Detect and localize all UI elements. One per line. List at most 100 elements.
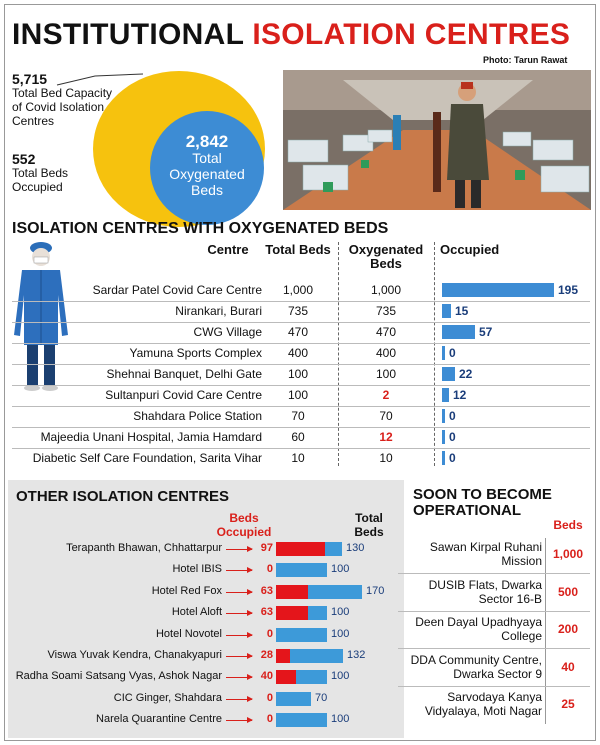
oxygen-value: 2,842	[185, 132, 229, 151]
beds-occupied-bar	[276, 649, 290, 663]
oxygen-label-1: Total	[192, 150, 222, 166]
page-title: INSTITUTIONAL ISOLATION CENTRES	[12, 18, 571, 51]
table-row-oxygenated: 1,000	[370, 283, 402, 297]
beds-occupied-label: 0	[266, 692, 273, 704]
total-beds-label: 132	[347, 649, 366, 661]
table-row-total: 100	[287, 388, 309, 402]
table-row-oxygenated: 470	[375, 325, 397, 339]
soon-item-line-2: Sector 16-B	[478, 592, 542, 606]
beds-occupied-bar	[276, 670, 296, 684]
total-beds-label: 100	[331, 713, 350, 725]
table-row-centre: CWG Village	[193, 325, 262, 339]
soon-item-line-1: DDA Community Centre,	[410, 653, 542, 667]
table-row-total: 470	[287, 325, 309, 339]
capacity-stat: 5,715 Total Bed Capacity of Covid Isolat…	[12, 72, 112, 128]
capacity-value: 5,715	[12, 71, 48, 87]
isolation-ward-photo	[283, 70, 591, 210]
table-row-total: 70	[291, 409, 305, 423]
table-row-oxygenated: 70	[379, 409, 393, 423]
other-row-name: CIC Ginger, Shahdara	[113, 692, 222, 704]
soon-item-name: DDA Community Centre, Dwarka Sector 9	[400, 653, 542, 681]
occupied-label: 195	[558, 283, 579, 297]
soon-item-name: DUSIB Flats, Dwarka Sector 16-B	[400, 578, 542, 606]
soon-divider	[398, 573, 590, 574]
other-row-name: Terapanth Bhawan, Chhattarpur	[66, 542, 222, 554]
capacity-pointer-line	[56, 73, 144, 86]
soon-item-line-1: Sawan Kirpal Ruhani	[429, 540, 542, 554]
capacity-label-1: Total Bed Capacity	[12, 86, 113, 100]
other-centres-panel	[8, 480, 404, 738]
table-row-total: 735	[287, 304, 309, 318]
oxy-section-title: ISOLATION CENTRES WITH OXYGENATED BEDS	[12, 220, 389, 237]
table-row-centre: Majeedia Unani Hospital, Jamia Hamdard	[40, 430, 262, 444]
occupied-label: 15	[455, 304, 469, 318]
health-worker-illustration	[14, 242, 68, 391]
row-divider	[12, 427, 590, 428]
arrow-pointer	[226, 674, 253, 680]
soon-divider	[398, 686, 590, 687]
soon-item-beds: 1,000	[552, 547, 584, 561]
arrow-pointer	[226, 696, 253, 702]
beds-occupied-label: 97	[260, 542, 273, 554]
arrow-pointer	[226, 653, 253, 659]
table-row-oxygenated: 400	[375, 346, 397, 360]
occupied-label: 12	[453, 388, 467, 402]
soon-item-line-2: Vidyalaya, Moti Nagar	[424, 704, 542, 718]
occupied-label: 0	[449, 409, 456, 423]
total-beds-label: 100	[331, 670, 350, 682]
total-beds-label: 170	[366, 585, 385, 597]
col-total-beds: Total Beds	[265, 242, 331, 257]
total-beds-bar	[276, 713, 327, 727]
beds-occupied-label: 63	[260, 606, 273, 618]
occupied-label-1: Total Beds	[12, 166, 69, 180]
soon-item-beds: 500	[557, 585, 579, 599]
table-row-total: 60	[291, 430, 305, 444]
column-separator	[434, 242, 435, 466]
soon-item-line-1: DUSIB Flats, Dwarka	[428, 578, 542, 592]
beds-occupied-bar	[276, 606, 308, 620]
occupied-bar	[442, 325, 475, 339]
photo-credit: Photo: Tarun Rawat	[483, 55, 568, 65]
occupied-label: 0	[449, 430, 456, 444]
oxygen-label-3: Beds	[191, 182, 223, 198]
occupied-label: 57	[479, 325, 493, 339]
soon-item-line-1: Sarvodaya Kanya	[447, 690, 542, 704]
soon-item-line-1: Deen Dayal Upadhyaya	[415, 615, 542, 629]
occupied-value: 552	[12, 151, 36, 167]
other-section-title: OTHER ISOLATION CENTRES	[16, 488, 230, 505]
table-row-centre: Sultanpuri Covid Care Centre	[105, 388, 262, 402]
soon-item-beds: 40	[561, 660, 575, 674]
occupied-stat: 552 Total Beds Occupied	[12, 152, 68, 194]
table-row-total: 10	[291, 451, 305, 465]
arrow-pointer	[226, 717, 253, 723]
soon-item-beds: 25	[561, 697, 575, 711]
occupied-bar	[442, 283, 554, 297]
row-divider	[12, 322, 590, 323]
table-row-oxygenated: 2	[382, 388, 390, 402]
occupied-bar	[442, 388, 449, 402]
table-row-oxygenated: 100	[375, 367, 397, 381]
table-row-centre: Yamuna Sports Complex	[129, 346, 262, 360]
table-row-total: 1,000	[282, 283, 314, 297]
total-beds-bar	[276, 692, 311, 706]
occupied-bar	[442, 409, 445, 423]
soon-item-line-2: Mission	[501, 554, 542, 568]
total-beds-label: 70	[315, 692, 328, 704]
row-divider	[12, 301, 590, 302]
soon-item-line-2: College	[501, 629, 542, 643]
total-beds-bar	[276, 563, 327, 577]
soon-item-line-2: Dwarka Sector 9	[453, 667, 542, 681]
table-row-centre: Diabetic Self Care Foundation, Sarita Vi…	[32, 451, 262, 465]
col-soon-beds: Beds	[553, 518, 583, 532]
row-divider	[12, 448, 590, 449]
col-total-beds-other: Total Beds	[354, 511, 384, 539]
row-divider	[12, 343, 590, 344]
row-divider	[12, 406, 590, 407]
arrow-pointer	[226, 632, 253, 638]
occupied-label: 22	[459, 367, 473, 381]
table-row-total: 100	[287, 367, 309, 381]
total-beds-label: 100	[331, 628, 350, 640]
oxygen-label-2: Oxygenated	[169, 166, 245, 182]
beds-occupied-bar	[276, 585, 308, 599]
other-row-name: Hotel Aloft	[171, 606, 222, 618]
